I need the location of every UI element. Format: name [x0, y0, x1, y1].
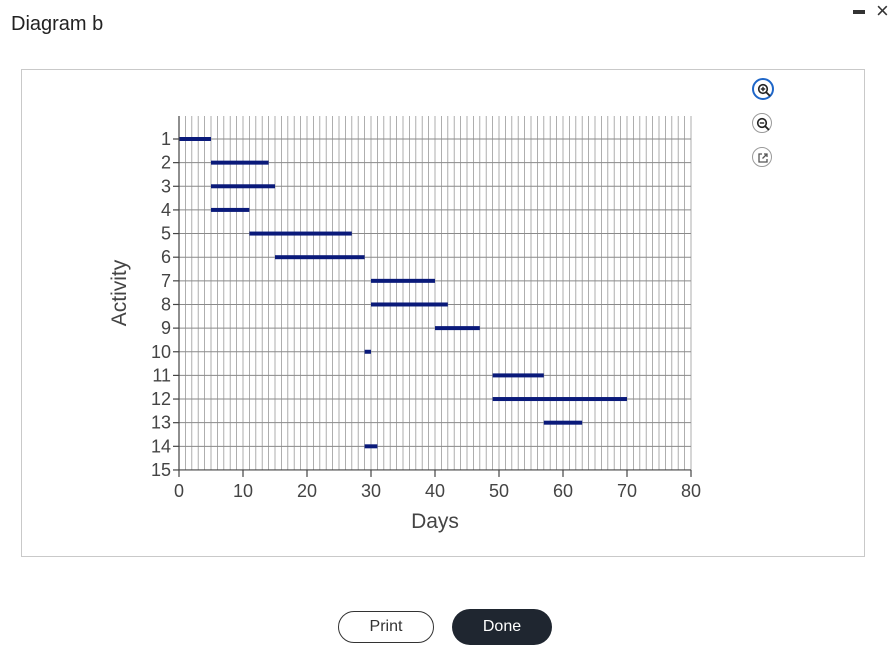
gantt-bar [543, 420, 583, 425]
done-button[interactable]: Done [452, 609, 552, 645]
y-tick-label: 13 [151, 413, 171, 433]
gantt-bar [371, 302, 448, 307]
x-axis-label: Days [411, 510, 459, 533]
zoom-out-icon [756, 117, 770, 131]
gantt-bar [249, 231, 352, 236]
zoom-in-button[interactable] [752, 78, 774, 100]
minimize-icon[interactable] [853, 10, 865, 14]
print-button[interactable]: Print [338, 611, 434, 643]
y-tick-label: 12 [151, 389, 171, 409]
y-tick-label: 8 [161, 294, 171, 314]
x-tick-label: 10 [233, 481, 253, 501]
x-tick-label: 30 [361, 481, 381, 501]
y-tick-label: 15 [151, 460, 171, 480]
gantt-bar [364, 349, 371, 354]
zoom-out-button[interactable] [752, 113, 772, 133]
gantt-bar [364, 444, 378, 449]
y-tick-label: 5 [161, 224, 171, 244]
gantt-bar [371, 278, 435, 283]
gantt-bar [211, 160, 269, 165]
y-tick-label: 6 [161, 247, 171, 267]
gantt-bar [179, 137, 211, 141]
gantt-bar [492, 397, 627, 402]
x-tick-label: 60 [553, 481, 573, 501]
y-tick-label: 4 [161, 200, 171, 220]
y-axis-label: Activity [108, 259, 131, 326]
y-tick-label: 9 [161, 318, 171, 338]
x-tick-label: 70 [617, 481, 637, 501]
zoom-in-icon [757, 83, 771, 97]
x-tick-label: 50 [489, 481, 509, 501]
gantt-bar [492, 373, 544, 378]
y-tick-label: 7 [161, 271, 171, 291]
external-link-icon [758, 153, 768, 163]
y-tick-label: 3 [161, 176, 171, 196]
x-tick-label: 80 [681, 481, 701, 501]
dialog-title: Diagram b [11, 13, 104, 35]
chart-panel [21, 69, 865, 557]
y-tick-label: 11 [152, 365, 171, 385]
popout-button[interactable] [752, 147, 772, 167]
x-tick-label: 40 [425, 481, 445, 501]
close-icon[interactable]: × [876, 0, 889, 23]
y-tick-label: 2 [161, 153, 171, 173]
x-tick-label: 0 [174, 481, 184, 501]
y-tick-label: 10 [151, 342, 171, 362]
gantt-bar [435, 326, 480, 331]
y-tick-label: 14 [151, 436, 171, 456]
x-tick-label: 20 [297, 481, 317, 501]
gantt-bar [275, 255, 365, 260]
y-tick-label: 1 [161, 129, 171, 149]
gantt-bar [211, 207, 250, 212]
chart-grid [178, 116, 692, 471]
gantt-bar [211, 184, 275, 189]
chart-bars [179, 137, 627, 449]
